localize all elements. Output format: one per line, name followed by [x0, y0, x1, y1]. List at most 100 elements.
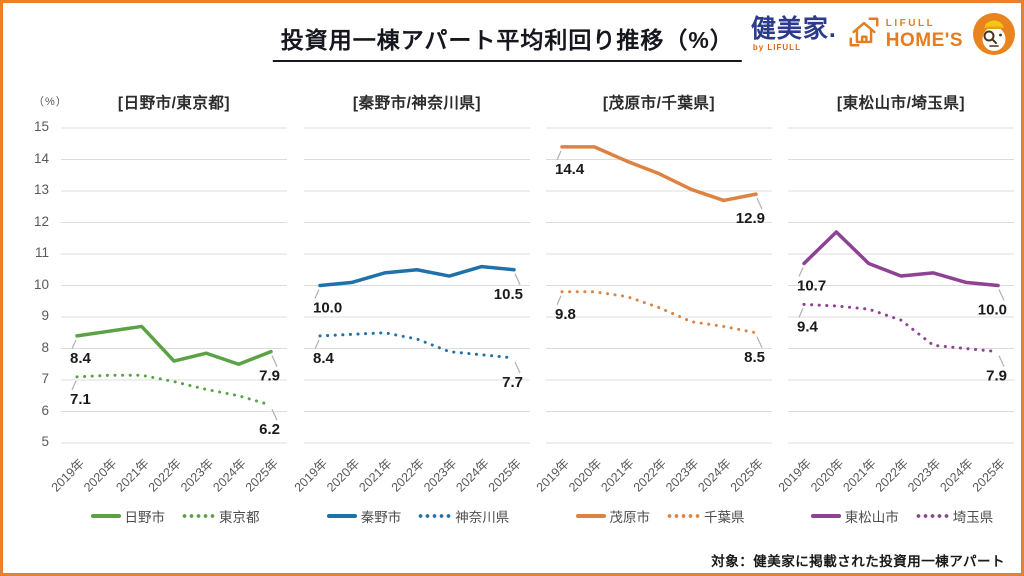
x-tick-label: 2025年 [486, 456, 524, 494]
legend-item: 茂原市 [575, 506, 651, 526]
y-tick-label: 12 [33, 213, 49, 229]
series-line-dotted [802, 302, 1000, 354]
label-leader [271, 355, 278, 367]
y-tick-label: 15 [33, 119, 49, 134]
value-label-first: 14.4 [555, 161, 585, 178]
legend-label: 神奈川県 [455, 510, 510, 525]
label-leader [71, 380, 77, 391]
panel-title: [東松山市/埼玉県] [836, 95, 966, 112]
page-title: 投資用一棟アパート平均利回り推移（%） [272, 21, 742, 62]
y-tick-label: 6 [41, 402, 49, 418]
legend-label: 日野市 [124, 510, 166, 525]
kenbiya-logo: 健美家. by LIFULL [750, 14, 837, 52]
panel-legend: 茂原市 千葉県 [530, 506, 790, 526]
kenbiya-logo-text: 健美家. [750, 14, 837, 43]
label-leader [314, 339, 320, 350]
x-tick-label: 2025年 [728, 456, 766, 494]
legend-label: 千葉県 [704, 510, 745, 525]
y-tick-label: 9 [41, 308, 49, 323]
logo-row: 健美家. by LIFULL LIFULL HOME'S [751, 13, 1015, 55]
x-tick-label: 2023年 [905, 456, 943, 494]
panel-legend: 秦野市 神奈川県 [288, 506, 548, 526]
homes-logo-text: LIFULL HOME'S [885, 17, 963, 50]
legend-item: 秦野市 [326, 506, 402, 526]
legend-item: 日野市 [90, 506, 166, 526]
x-tick-label: 2019年 [49, 456, 87, 494]
x-tick-label: 2021年 [840, 456, 878, 494]
legend-swatch [326, 514, 357, 518]
value-label-last: 7.7 [502, 374, 523, 391]
x-tick-label: 2024年 [695, 456, 733, 494]
value-label-last: 10.5 [494, 286, 523, 303]
kenbiya-mascot-icon [973, 13, 1015, 55]
x-tick-label: 2023年 [421, 456, 459, 494]
x-tick-label: 2022年 [631, 456, 669, 494]
y-tick-label: 11 [34, 245, 49, 260]
panel-legend: 日野市 東京都 [45, 506, 305, 526]
value-label-first: 7.1 [70, 391, 91, 408]
legend-swatch [181, 513, 215, 519]
legend-label: 東京都 [219, 510, 260, 525]
legend-item: 埼玉県 [914, 506, 993, 526]
x-tick-label: 2023年 [663, 456, 701, 494]
series-line-dotted [75, 373, 273, 407]
legend-item: 東松山市 [810, 506, 899, 526]
panel-legend: 東松山市 埼玉県 [772, 506, 1021, 526]
legend-item: 千葉県 [666, 506, 745, 526]
x-tick-label: 2024年 [453, 456, 491, 494]
legend-swatch [666, 513, 700, 519]
panel-title: [日野市/東京都] [117, 95, 231, 112]
value-label-first: 9.8 [555, 306, 576, 323]
x-tick-label: 2024年 [210, 456, 248, 494]
x-tick-label: 2021年 [356, 456, 394, 494]
legend-label: 秦野市 [360, 510, 402, 525]
x-tick-label: 2020年 [808, 456, 846, 494]
x-tick-label: 2021年 [113, 456, 151, 494]
x-tick-label: 2022年 [873, 456, 911, 494]
value-label-last: 12.9 [736, 210, 765, 227]
chart-panel: [秦野市/神奈川県] 2019年 2020年 2021年 2022年 2023年 2024… [288, 83, 548, 553]
value-label-first: 8.4 [70, 350, 92, 367]
chart-panel: [茂原市/千葉県] 2019年 2020年 2021年 2022年 2023年 2024年… [530, 83, 790, 553]
footer-note: 対象：健美家に掲載された投資用一棟アパート [711, 554, 1005, 569]
y-tick-label: 8 [41, 339, 49, 355]
legend-label: 茂原市 [609, 510, 651, 525]
x-tick-label: 2025年 [243, 456, 281, 494]
lifull-homes-logo: LIFULL HOME'S [847, 15, 963, 54]
series-line-dotted [560, 290, 758, 335]
chart-panel: [日野市/東京都] 2019年 2020年 2021年 2022年 2023年 2024年… [45, 83, 305, 553]
label-leader [556, 150, 562, 161]
panel-title: [茂原市/千葉県] [602, 95, 716, 112]
x-tick-label: 2022年 [389, 456, 427, 494]
value-label-first: 10.0 [313, 300, 342, 317]
x-tick-label: 2019年 [534, 456, 572, 494]
x-tick-label: 2020年 [566, 456, 604, 494]
y-tick-label: 13 [33, 182, 49, 197]
legend-swatch [575, 514, 606, 518]
x-tick-label: 2022年 [146, 456, 184, 494]
series-line-solid [560, 145, 758, 203]
legend-swatch [810, 514, 841, 518]
value-label-first: 9.4 [797, 318, 819, 335]
series-line-dotted [318, 331, 516, 360]
series-line-solid [318, 264, 516, 288]
legend-item: 東京都 [181, 506, 260, 526]
legend-swatch [417, 513, 452, 519]
series-line-solid [802, 230, 1000, 288]
legend-item: 神奈川県 [417, 506, 509, 526]
value-label-last: 7.9 [259, 368, 280, 385]
panel-title: [秦野市/神奈川県] [352, 95, 482, 112]
x-tick-label: 2023年 [178, 456, 216, 494]
legend-swatch [914, 513, 949, 519]
x-tick-label: 2019年 [292, 456, 330, 494]
y-tick-label: 7 [41, 371, 49, 386]
homes-house-icon [847, 15, 881, 54]
chart-panel: [東松山市/埼玉県] 2019年 2020年 2021年 2022年 2023年 2024… [772, 83, 1021, 553]
homes-logo-top: LIFULL [885, 17, 936, 29]
label-leader [514, 361, 521, 374]
label-leader [756, 197, 763, 210]
label-leader [998, 289, 1005, 301]
